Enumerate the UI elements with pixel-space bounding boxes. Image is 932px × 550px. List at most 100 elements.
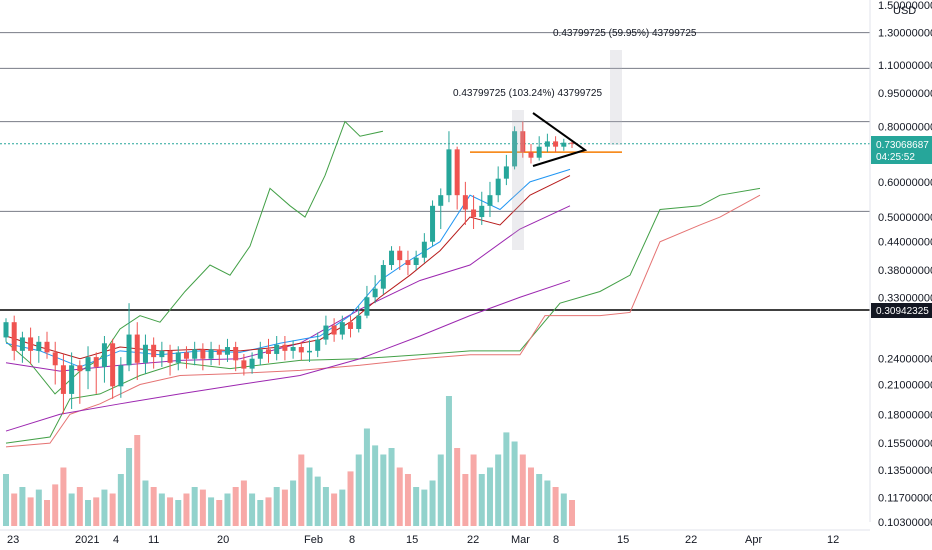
candle-body[interactable] [356, 315, 362, 329]
candle-body[interactable] [224, 347, 230, 355]
candle-body[interactable] [36, 341, 42, 351]
candle-body[interactable] [93, 357, 99, 367]
candle-body[interactable] [77, 365, 83, 372]
candle-body[interactable] [495, 178, 501, 196]
candle-body[interactable] [331, 325, 337, 335]
candle-body[interactable] [512, 131, 518, 167]
candle-body[interactable] [528, 152, 534, 158]
candle-body[interactable] [413, 257, 419, 266]
candle-body[interactable] [44, 341, 50, 353]
y-tick-label: 0.50000000 [878, 212, 932, 224]
candle-body[interactable] [175, 352, 181, 363]
candle-body[interactable] [126, 334, 132, 366]
candle-body[interactable] [151, 344, 157, 358]
candle-body[interactable] [19, 337, 25, 351]
candle-body[interactable] [110, 343, 116, 387]
candle-body[interactable] [503, 166, 509, 179]
candle-body[interactable] [397, 250, 403, 261]
volume-bar [281, 489, 288, 526]
x-tick-label: 12 [827, 534, 839, 546]
candle-body[interactable] [389, 250, 395, 266]
volume-bar [290, 480, 297, 526]
candle-body[interactable] [274, 344, 280, 354]
candle-body[interactable] [142, 344, 148, 363]
x-tick-label: 22 [685, 534, 697, 546]
volume-bar [355, 454, 362, 526]
candle-body[interactable] [430, 205, 436, 242]
candle-body[interactable] [52, 352, 58, 366]
candle-body[interactable] [380, 265, 386, 289]
x-tick-label: 20 [217, 534, 229, 546]
candle-body[interactable] [167, 350, 173, 363]
candle-body[interactable] [101, 343, 107, 367]
candle-body[interactable] [438, 195, 444, 206]
volume-bar [19, 487, 26, 526]
x-tick-label: 15 [406, 534, 418, 546]
candle-body[interactable] [487, 195, 493, 206]
triangle-pattern[interactable] [532, 112, 588, 167]
volume-bar [486, 467, 493, 526]
candle-body[interactable] [282, 344, 288, 351]
candle-body[interactable] [479, 205, 485, 218]
candle-body[interactable] [216, 349, 222, 355]
candle-body[interactable] [183, 352, 189, 359]
candle-body[interactable] [323, 325, 329, 340]
candle-body[interactable] [3, 322, 9, 338]
volume-bar [27, 497, 34, 526]
candle-body[interactable] [134, 334, 140, 363]
candle-body[interactable] [290, 347, 296, 351]
candle-body[interactable] [454, 149, 460, 196]
price-axis[interactable]: USD 1.50000000 1.30000000 1.10000000 0.9500… [869, 0, 932, 529]
current-price-badge: 0.73068687 04:25:52 [871, 136, 932, 164]
candle-body[interactable] [536, 146, 542, 158]
time-axis[interactable]: 23 2021 4 11 20 Feb 8 15 22 Mar 8 15 22 Apr 12 [0, 529, 870, 546]
volume-bar [404, 474, 411, 526]
candle-body[interactable] [249, 358, 255, 369]
candles[interactable] [3, 121, 575, 415]
candle-body[interactable] [561, 142, 567, 147]
candle-body[interactable] [339, 322, 345, 335]
candle-body[interactable] [60, 365, 66, 394]
candle-body[interactable] [200, 349, 206, 359]
volume-bar [372, 445, 379, 526]
candle-body[interactable] [69, 365, 75, 394]
y-tick-label: 0.44000000 [878, 237, 932, 249]
candle-body[interactable] [159, 350, 165, 358]
candle-body[interactable] [471, 209, 477, 218]
y-tick-label: 1.30000000 [878, 28, 932, 40]
candle-body[interactable] [265, 349, 271, 354]
candle-body[interactable] [233, 347, 239, 361]
x-tick-label: 8 [349, 534, 355, 546]
volume-bar [495, 454, 502, 526]
candle-body[interactable] [421, 241, 427, 258]
y-tick-label: 0.33000000 [878, 292, 932, 304]
candle-body[interactable] [405, 260, 411, 266]
candle-body[interactable] [462, 195, 468, 210]
candle-body[interactable] [257, 349, 263, 359]
candle-body[interactable] [520, 131, 526, 153]
candle-body[interactable] [446, 149, 452, 196]
candle-body[interactable] [192, 349, 198, 359]
x-tick-label: 23 [7, 534, 19, 546]
candle-body[interactable] [28, 337, 34, 351]
candle-body[interactable] [85, 357, 91, 372]
candle-body[interactable] [315, 339, 321, 351]
candle-body[interactable] [298, 347, 304, 353]
x-tick-label: 8 [553, 534, 559, 546]
candle-body[interactable] [241, 360, 247, 369]
candle-body[interactable] [569, 142, 575, 144]
candle-body[interactable] [544, 141, 550, 147]
candle-body[interactable] [307, 350, 313, 353]
candle-body[interactable] [364, 297, 370, 316]
y-tick-label: 0.18000000 [878, 409, 932, 421]
volume-bar [224, 493, 231, 526]
candle-body[interactable] [208, 349, 214, 359]
candle-body[interactable] [348, 322, 354, 329]
candle-body[interactable] [372, 288, 378, 298]
candle-body[interactable] [118, 365, 124, 387]
volume-bar [85, 500, 92, 526]
candle-body[interactable] [553, 141, 559, 147]
candle-body[interactable] [11, 322, 17, 351]
volume-bar [314, 476, 321, 526]
